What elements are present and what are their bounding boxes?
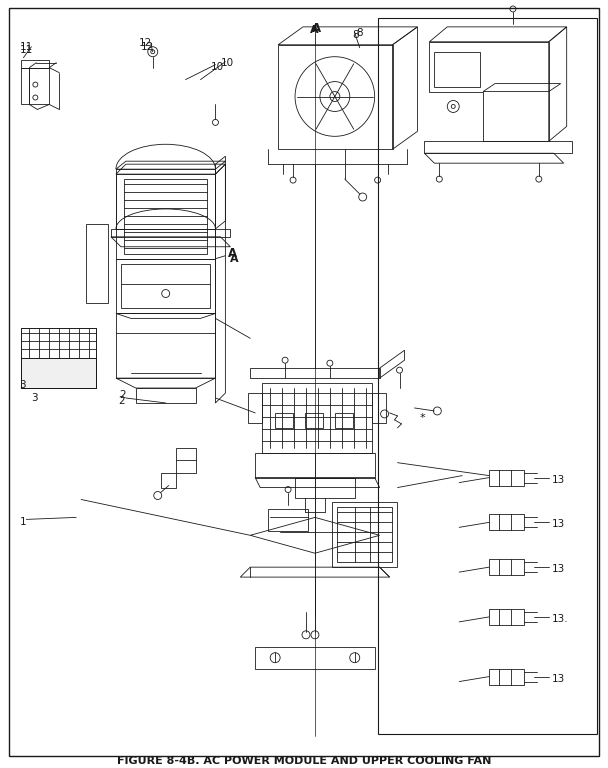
Text: 3: 3 [19, 380, 26, 390]
Text: 3: 3 [32, 393, 38, 403]
Text: A: A [310, 25, 319, 35]
Bar [275, 413, 293, 428]
Text: 8: 8 [352, 30, 358, 40]
Text: A: A [312, 22, 321, 35]
Bar [116, 174, 215, 259]
Text: 13: 13 [551, 564, 565, 574]
Text: 1: 1 [19, 518, 26, 528]
Bar [262, 383, 371, 452]
Text: A: A [230, 253, 239, 263]
Bar [434, 51, 480, 87]
Bar [121, 263, 210, 309]
Text: 13: 13 [551, 519, 565, 529]
Bar [268, 509, 308, 531]
Text: 10: 10 [210, 61, 224, 71]
Text: 8: 8 [357, 28, 364, 38]
Bar [337, 508, 392, 562]
Bar [371, 393, 385, 423]
Bar [424, 141, 572, 154]
Text: 11: 11 [19, 41, 33, 51]
Bar [21, 358, 96, 388]
Text: 2: 2 [119, 390, 126, 400]
Bar [21, 358, 96, 388]
Bar [86, 224, 108, 303]
Bar [295, 478, 354, 498]
Text: 12: 12 [139, 38, 152, 48]
Text: 12: 12 [141, 41, 154, 51]
Bar [335, 413, 353, 428]
Text: 13.: 13. [551, 614, 568, 624]
Bar [21, 329, 96, 388]
Text: FIGURE 8-4B. AC POWER MODULE AND UPPER COOLING FAN: FIGURE 8-4B. AC POWER MODULE AND UPPER C… [117, 756, 491, 766]
Text: *: * [420, 413, 425, 423]
Text: A: A [229, 247, 238, 260]
Text: 13: 13 [551, 475, 565, 485]
Bar [332, 502, 396, 567]
Bar [124, 179, 207, 253]
Bar [21, 329, 96, 388]
Text: 13: 13 [551, 674, 565, 684]
Text: 2: 2 [118, 396, 125, 406]
Bar [278, 45, 393, 149]
Text: 11: 11 [19, 45, 33, 55]
Bar [116, 259, 215, 313]
Bar [305, 413, 323, 428]
Bar [111, 229, 230, 237]
Bar [255, 647, 375, 669]
Bar [378, 18, 596, 734]
Text: 10: 10 [221, 58, 233, 68]
Bar [248, 393, 262, 423]
Bar [116, 313, 215, 378]
